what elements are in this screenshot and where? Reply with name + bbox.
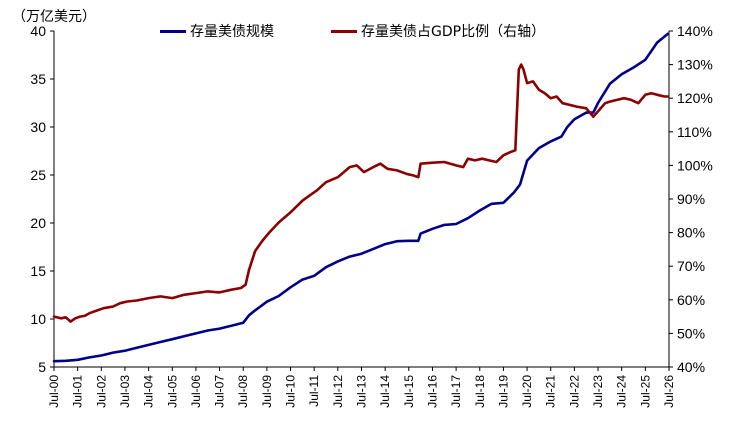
left-axis-tick-label: 5 [38, 359, 46, 375]
x-axis-tick-label: Jul-20 [520, 375, 534, 408]
legend-label-ratio: 存量美债占GDP比例（右轴） [361, 24, 546, 40]
x-axis-tick-label: Jul-23 [591, 375, 605, 408]
series-line-ratio [52, 63, 670, 323]
series-line-stock [52, 32, 670, 363]
left-axis-tick-label: 15 [30, 263, 46, 279]
x-axis-tick-label: Jul-12 [331, 375, 345, 408]
x-axis-tick-label: Jul-26 [662, 375, 676, 408]
legend-item-stock: 存量美债规模 [160, 21, 274, 41]
x-axis-tick-label: Jul-10 [284, 375, 298, 408]
x-axis-tick-label: Jul-19 [496, 375, 510, 408]
right-axis-tick-label: 70% [677, 258, 705, 274]
left-axis-tick-label: 30 [30, 119, 46, 135]
x-axis-tick-label: Jul-24 [615, 375, 629, 408]
x-axis-tick-label: Jul-15 [402, 375, 416, 408]
right-axis-tick-label: 90% [677, 191, 705, 207]
legend-swatch-ratio [331, 29, 357, 33]
right-axis-tick-label: 60% [677, 292, 705, 308]
left-axis-tick-label: 25 [30, 167, 46, 183]
left-axis-tick-label: 35 [30, 71, 46, 87]
right-axis-tick-label: 140% [677, 23, 713, 39]
x-axis-tick-label: Jul-07 [213, 375, 227, 408]
x-axis-tick-label: Jul-22 [567, 375, 581, 408]
right-axis-tick-label: 120% [677, 90, 713, 106]
x-axis-tick-label: Jul-03 [118, 375, 132, 408]
legend-item-ratio: 存量美债占GDP比例（右轴） [331, 21, 545, 41]
x-axis-tick-label: Jul-18 [473, 375, 487, 408]
x-axis-tick-label: Jul-02 [94, 375, 108, 408]
x-axis-tick-label: Jul-05 [165, 375, 179, 408]
x-axis-tick-label: Jul-14 [378, 375, 392, 408]
right-axis-tick-label: 50% [677, 325, 705, 341]
x-axis-tick-label: Jul-09 [260, 375, 274, 408]
x-axis-tick-label: Jul-21 [544, 375, 558, 408]
x-axis-tick-label: Jul-08 [236, 375, 250, 408]
right-axis-tick-label: 40% [677, 359, 705, 375]
x-axis-tick-label: Jul-04 [142, 375, 156, 408]
unit-label: （万亿美元） [12, 9, 96, 25]
left-axis-tick-label: 20 [30, 215, 46, 231]
x-axis-tick-label: Jul-06 [189, 375, 203, 408]
right-axis-tick-label: 100% [677, 157, 713, 173]
x-axis-tick-label: Jul-17 [449, 375, 463, 408]
x-axis-tick-label: Jul-16 [425, 375, 439, 408]
right-axis-tick-label: 110% [677, 124, 712, 140]
right-axis-tick-label: 80% [677, 225, 705, 241]
x-axis-tick-label: Jul-01 [71, 375, 85, 408]
left-axis-tick-label: 10 [30, 311, 46, 327]
x-axis-tick-label: Jul-11 [307, 375, 321, 407]
right-axis-tick-label: 130% [677, 57, 713, 73]
x-axis-tick-label: Jul-13 [355, 375, 369, 408]
legend-swatch-stock [160, 29, 186, 33]
x-axis-tick-label: Jul-00 [47, 375, 61, 408]
legend-label-stock: 存量美债规模 [190, 24, 274, 40]
x-axis-tick-label: Jul-25 [638, 375, 652, 408]
left-axis-tick-label: 40 [30, 23, 46, 39]
